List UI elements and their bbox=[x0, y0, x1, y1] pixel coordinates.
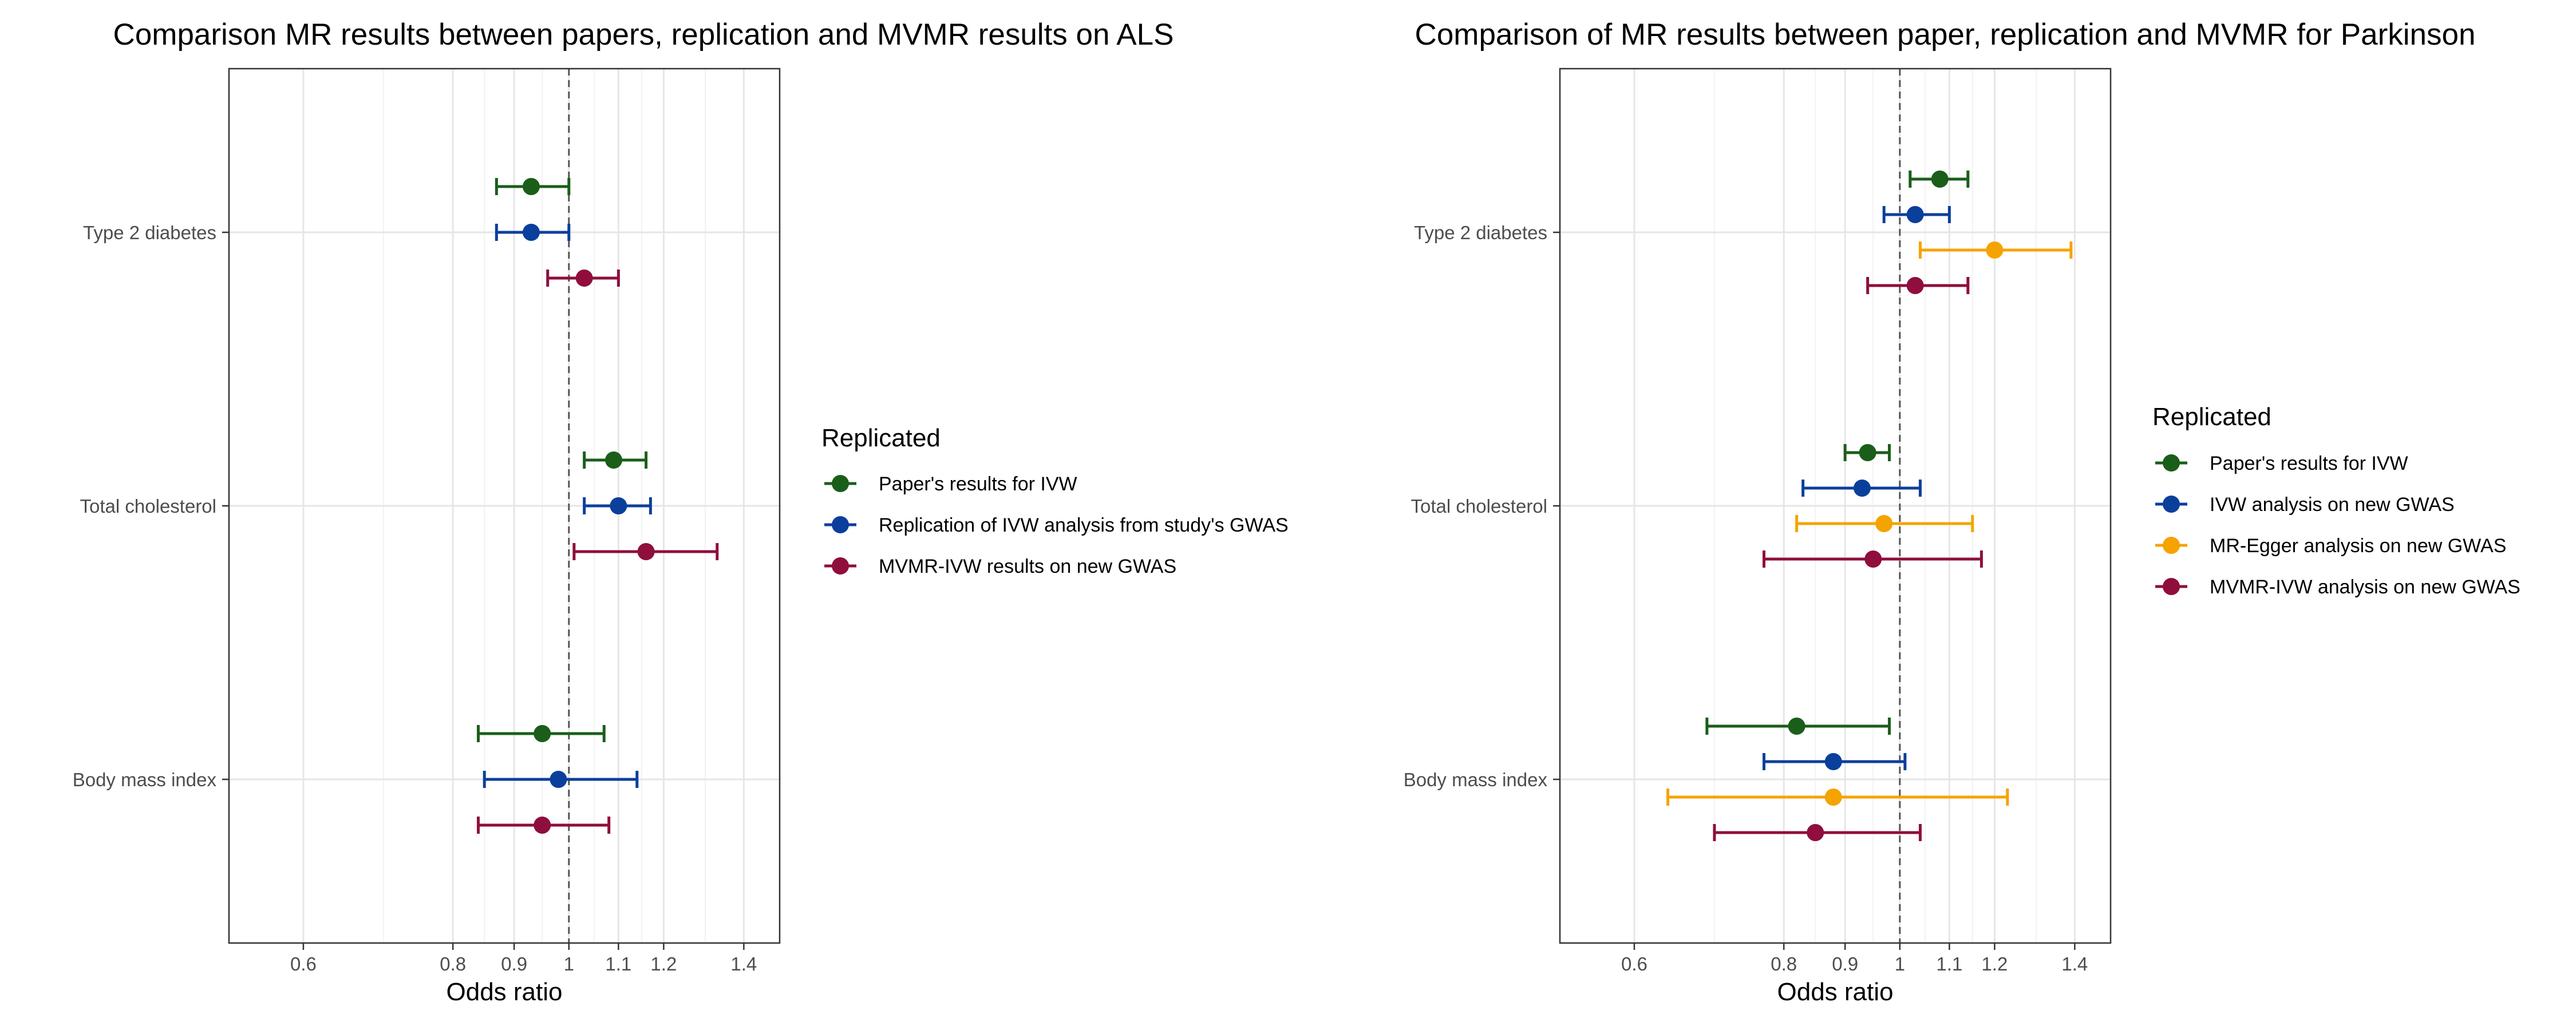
parkinson-forest-panel: Type 2 diabetes Total cholesterol Body mas… bbox=[1404, 18, 2520, 1006]
legend-label: MVMR-IVW analysis on new GWAS bbox=[2210, 576, 2520, 598]
point-estimate bbox=[637, 543, 655, 560]
x-tick-label: 1.2 bbox=[650, 953, 677, 974]
point-estimate bbox=[1986, 241, 2004, 259]
point-estimate bbox=[1807, 824, 1824, 841]
point-estimate bbox=[534, 817, 551, 834]
point-estimate bbox=[1853, 480, 1871, 497]
als-forest-panel: Type 2 diabetes Total cholesterol Body mas… bbox=[73, 18, 1289, 1006]
legend-key-point bbox=[2163, 496, 2180, 513]
point-estimate bbox=[1931, 171, 1949, 188]
point-estimate bbox=[522, 178, 540, 195]
y-tick-label: Type 2 diabetes bbox=[1414, 222, 1547, 243]
legend-key-point bbox=[832, 475, 849, 492]
legend-key-point bbox=[832, 516, 849, 533]
x-tick-label: 1.4 bbox=[2061, 953, 2088, 974]
legend-label: Replication of IVW analysis from study's… bbox=[879, 514, 1289, 536]
x-tick-label: 1 bbox=[564, 953, 574, 974]
x-tick-label: 0.9 bbox=[501, 953, 527, 974]
point-estimate bbox=[1788, 718, 1805, 735]
legend-title: Replicated bbox=[821, 424, 941, 452]
x-tick-label: 0.6 bbox=[1621, 953, 1647, 974]
point-estimate bbox=[610, 497, 627, 514]
legend-label: Paper's results for IVW bbox=[2210, 453, 2408, 474]
x-tick-label: 1.1 bbox=[605, 953, 631, 974]
y-tick-label: Body mass index bbox=[1404, 769, 1548, 790]
y-tick-label: Total cholesterol bbox=[1411, 496, 1547, 517]
point-estimate bbox=[1824, 753, 1842, 770]
x-tick-label: 0.9 bbox=[1832, 953, 1858, 974]
x-tick-label: 1 bbox=[1895, 953, 1905, 974]
chart-title: Comparison of MR results between paper, … bbox=[1415, 18, 2476, 52]
x-axis-title: Odds ratio bbox=[1777, 978, 1894, 1006]
x-tick-label: 1.1 bbox=[1936, 953, 1962, 974]
point-estimate bbox=[1906, 206, 1924, 223]
y-tick-label: Body mass index bbox=[73, 769, 217, 790]
y-tick-label: Total cholesterol bbox=[80, 496, 216, 517]
x-tick-label: 0.8 bbox=[1771, 953, 1797, 974]
y-tick-label: Type 2 diabetes bbox=[83, 222, 216, 243]
point-estimate bbox=[1906, 277, 1924, 294]
point-estimate bbox=[1859, 444, 1876, 461]
legend-label: Paper's results for IVW bbox=[879, 473, 1077, 495]
point-estimate bbox=[550, 771, 567, 788]
legend-key-point bbox=[832, 557, 849, 575]
chart-title: Comparison MR results between papers, re… bbox=[113, 18, 1174, 52]
legend-label: IVW analysis on new GWAS bbox=[2210, 494, 2455, 516]
legend-key-point bbox=[2163, 537, 2180, 554]
x-tick-label: 1.2 bbox=[1981, 953, 2008, 974]
x-axis-title: Odds ratio bbox=[447, 978, 563, 1006]
x-tick-label: 0.8 bbox=[440, 953, 466, 974]
legend-title: Replicated bbox=[2152, 403, 2271, 431]
legend-key-point bbox=[2163, 454, 2180, 472]
point-estimate bbox=[522, 224, 540, 241]
x-tick-label: 0.6 bbox=[290, 953, 317, 974]
point-estimate bbox=[1875, 515, 1893, 532]
point-estimate bbox=[605, 451, 623, 469]
legend-label: MR-Egger analysis on new GWAS bbox=[2210, 535, 2506, 557]
point-estimate bbox=[1824, 789, 1842, 806]
legend-key-point bbox=[2163, 578, 2180, 595]
legend-label: MVMR-IVW results on new GWAS bbox=[879, 556, 1176, 577]
point-estimate bbox=[575, 270, 593, 287]
x-tick-label: 1.4 bbox=[730, 953, 757, 974]
point-estimate bbox=[534, 725, 551, 742]
point-estimate bbox=[1864, 550, 1882, 568]
